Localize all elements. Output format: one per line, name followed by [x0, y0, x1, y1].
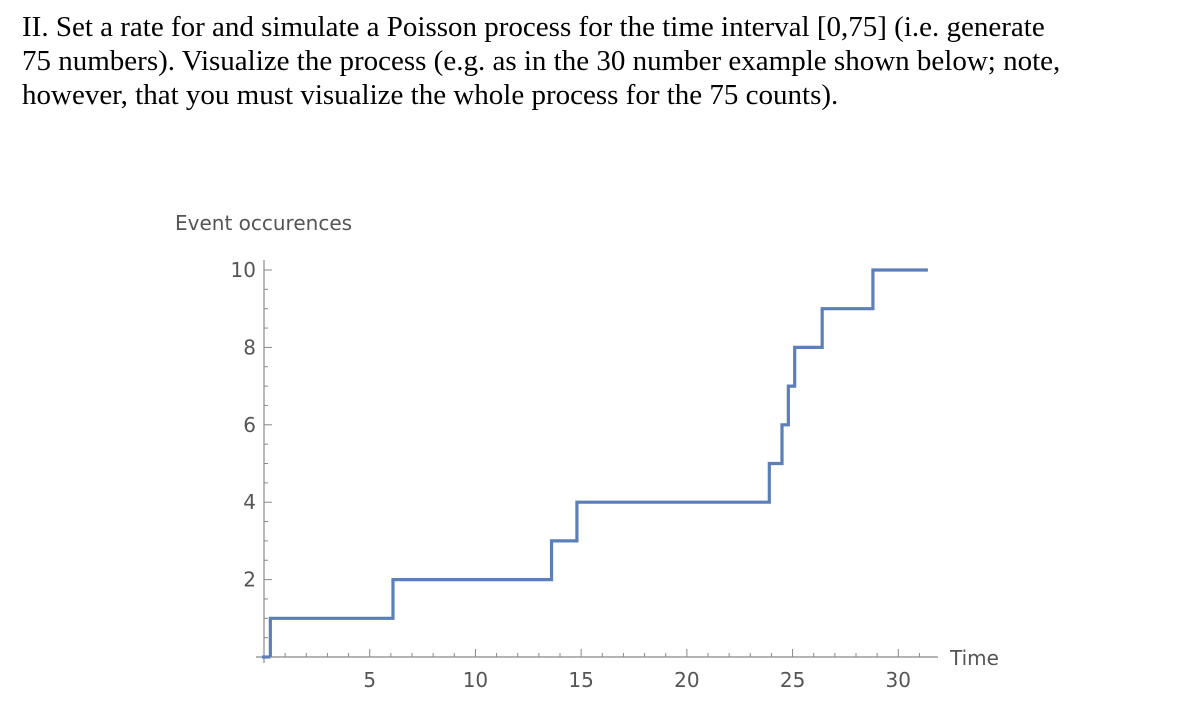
y-tick-label: 6 — [243, 413, 256, 437]
axes — [256, 260, 938, 663]
question-line-3: however, that you must visualize the who… — [22, 79, 839, 111]
question-line-2: 75 numbers). Visualize the process (e.g.… — [22, 45, 1061, 77]
ticks: 5 10 15 20 25 30 2 4 6 8 10 — [231, 258, 920, 692]
question-line-1: II. Set a rate for and simulate a Poisso… — [22, 11, 1045, 43]
x-tick-label: 25 — [780, 668, 805, 692]
y-tick-label: 2 — [243, 568, 256, 592]
plot-area — [262, 268, 928, 659]
y-axis-title: Event occurences — [175, 211, 352, 235]
x-tick-label: 5 — [363, 668, 376, 692]
x-tick-label: 10 — [463, 668, 488, 692]
y-tick-label: 4 — [243, 490, 256, 514]
question-text: II. Set a rate for and simulate a Poisso… — [22, 10, 1182, 112]
x-axis-title: Time — [949, 646, 999, 670]
y-tick-label: 8 — [243, 335, 256, 359]
x-tick-label: 20 — [674, 668, 699, 692]
step-series-line — [268, 268, 928, 657]
x-tick-label: 15 — [568, 668, 593, 692]
x-tick-label: 30 — [886, 668, 911, 692]
y-tick-label: 10 — [231, 258, 256, 282]
